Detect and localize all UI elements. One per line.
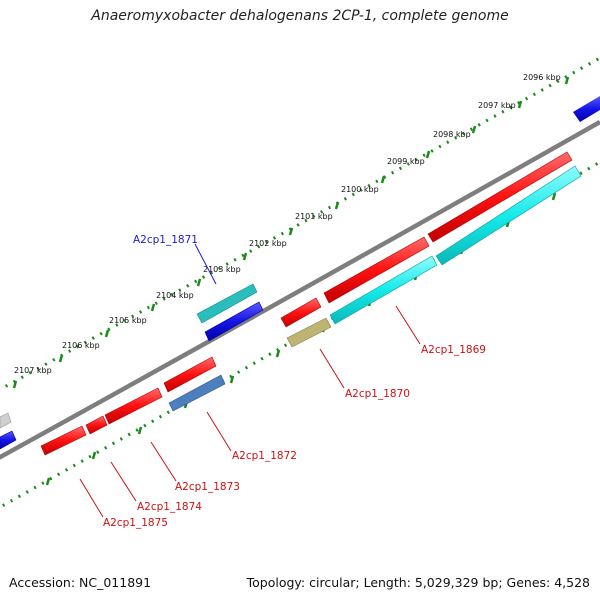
feature-gray-left[interactable] bbox=[0, 412, 12, 429]
gene-label-1873: A2cp1_1873 bbox=[175, 481, 240, 493]
gene-label-1871: A2cp1_1871 bbox=[133, 234, 198, 246]
accession-text: Accession: NC_011891 bbox=[9, 575, 152, 590]
tick-label: 2103 kbp bbox=[203, 265, 241, 274]
feature-red-small[interactable] bbox=[280, 297, 322, 328]
outer-tick-marks bbox=[12, 76, 570, 389]
feature-red-1872a[interactable] bbox=[163, 356, 217, 393]
genome-summary-text: Topology: circular; Length: 5,029,329 bp… bbox=[246, 575, 590, 590]
feature-red-1873[interactable] bbox=[104, 387, 163, 425]
tick-label: 2098 kbp bbox=[433, 130, 471, 139]
outer-scale-ring bbox=[0, 56, 600, 392]
feature-olive-1870[interactable] bbox=[286, 317, 332, 348]
tick-label: 2101 kbp bbox=[295, 212, 333, 221]
tick-label: 2102 kbp bbox=[249, 239, 287, 248]
gene-labels: A2cp1_1869 A2cp1_1870 A2cp1_1871 A2cp1_1… bbox=[103, 234, 486, 529]
tick-label: 2097 kbp bbox=[478, 101, 516, 110]
gene-label-1875: A2cp1_1875 bbox=[103, 517, 168, 529]
tick-label: 2107 kbp bbox=[14, 366, 52, 375]
tick-label: 2099 kbp bbox=[387, 157, 425, 166]
tick-label: 2100 kbp bbox=[341, 185, 379, 194]
genome-backbone bbox=[0, 120, 600, 460]
feature-1869-forward[interactable] bbox=[427, 151, 573, 243]
gene-label-1872: A2cp1_1872 bbox=[232, 450, 297, 462]
tick-label: 2104 kbp bbox=[156, 291, 194, 300]
feature-red-1874[interactable] bbox=[85, 415, 108, 435]
gene-label-1869: A2cp1_1869 bbox=[421, 344, 486, 356]
feature-blue-1871b[interactable] bbox=[204, 301, 264, 342]
map-title: Anaeromyxobacter dehalogenans 2CP-1, com… bbox=[91, 8, 509, 24]
feature-cyan-1869a[interactable] bbox=[435, 165, 582, 266]
scale-tick-labels: 2096 kbp 2097 kbp 2098 kbp 2099 kbp 2100… bbox=[14, 73, 561, 375]
label-leader-lines bbox=[79, 243, 421, 518]
feature-blue-left[interactable] bbox=[0, 430, 17, 450]
feature-cyan-1869b[interactable] bbox=[329, 255, 438, 325]
tick-label: 2106 kbp bbox=[62, 341, 100, 350]
gene-label-1874: A2cp1_1874 bbox=[137, 501, 202, 513]
gene-label-1870: A2cp1_1870 bbox=[345, 388, 410, 400]
feature-red-mid[interactable] bbox=[323, 236, 430, 304]
blue-feature-top-right[interactable] bbox=[573, 96, 600, 122]
feature-teal-1871[interactable] bbox=[196, 283, 258, 324]
feature-red-1875[interactable] bbox=[40, 425, 87, 456]
feature-steel-1872[interactable] bbox=[168, 374, 226, 412]
tick-label: 2096 kbp bbox=[523, 73, 561, 82]
tick-label: 2105 kbp bbox=[109, 316, 147, 325]
